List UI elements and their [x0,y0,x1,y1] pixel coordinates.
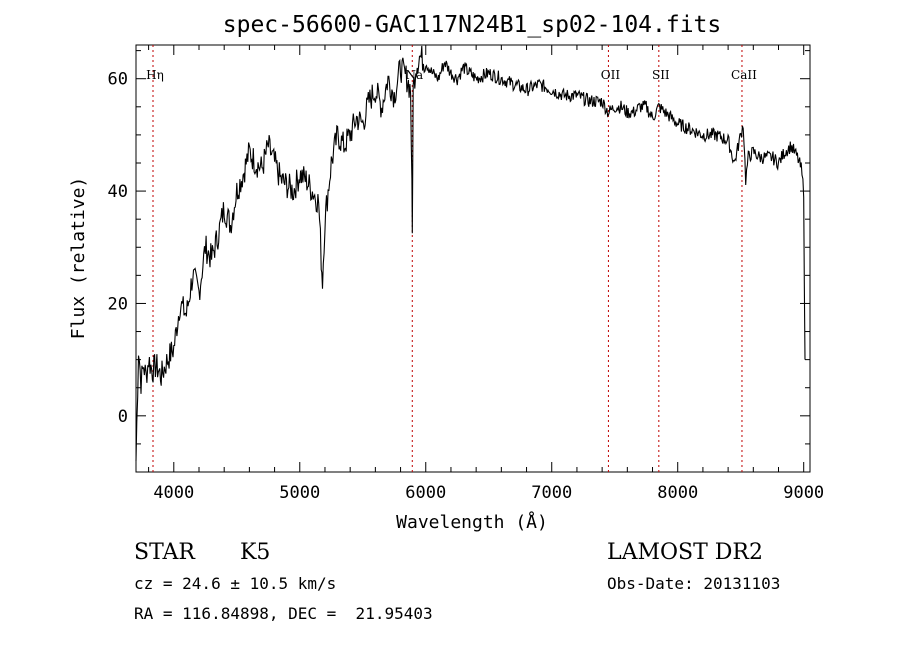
spectral-line-label: SII [652,68,670,82]
y-axis-label: Flux (relative) [68,177,89,340]
spectral-line-label: Hη [146,68,164,82]
x-axis: 4000 5000 6000 7000 8000 9000 [148,45,824,503]
observation-date: Obs-Date: 20131103 [607,574,781,593]
spectral-line-label: Na [405,68,423,82]
object-class: STAR [134,540,195,565]
spectral-line-label: CaII [731,68,757,82]
spectrum-series-line [135,45,806,462]
sky-coordinates: RA = 116.84898, DEC = 21.95403 [134,604,433,623]
x-axis-label: Wavelength (Å) [396,511,548,533]
redshift-velocity: cz = 24.6 ± 10.5 km/s [134,574,337,593]
object-subclass: K5 [240,540,271,565]
y-tick-label: 20 [108,294,128,314]
spectral-line-label: OII [601,68,621,82]
y-tick-label: 60 [108,70,128,90]
x-tick-label: 8000 [657,483,698,503]
y-tick-label: 40 [108,182,128,202]
x-tick-label: 5000 [279,483,320,503]
survey-name: LAMOST DR2 [607,540,763,565]
y-axis: 0 20 40 60 [108,50,810,473]
plot-frame [135,44,811,473]
x-tick-label: 4000 [153,483,194,503]
x-tick-label: 6000 [405,483,446,503]
y-tick-label: 0 [118,407,128,427]
chart-title: spec-56600-GAC117N24B1_sp02-104.fits [223,12,722,38]
x-tick-label: 7000 [531,483,572,503]
spectral-line-markers: Hη Na OII SII CaII [146,45,757,472]
x-tick-label: 9000 [783,483,824,503]
